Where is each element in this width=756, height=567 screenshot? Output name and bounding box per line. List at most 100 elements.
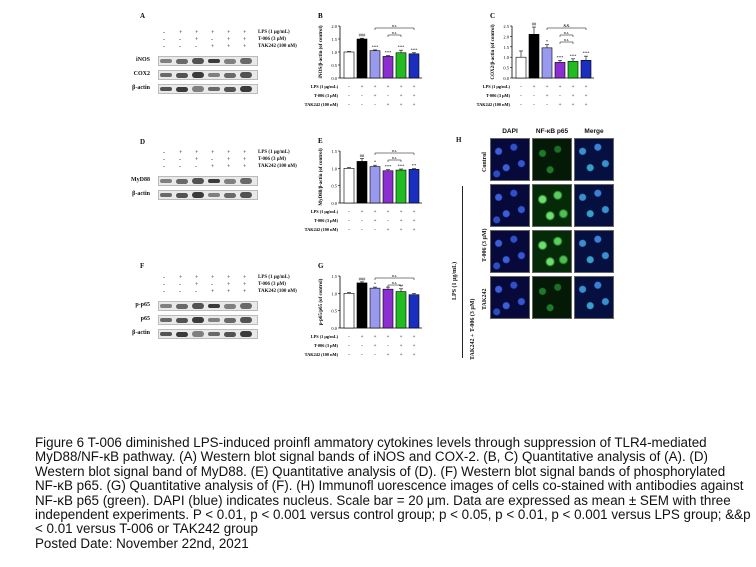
blot-a-sign-r2-l1: - — [179, 44, 181, 50]
blot-f-band-2-0 — [160, 332, 172, 336]
chart-e-treatment-label-0: LPS (1 μg/mL) — [311, 209, 339, 214]
micrograph-dapi-row0 — [490, 138, 530, 181]
chart-e-sign-0-2: + — [374, 210, 377, 215]
chart-g-sign-0-4: + — [400, 335, 403, 340]
micrograph-merge-row0 — [574, 138, 614, 181]
chart-b-sign-0-4: + — [400, 85, 403, 90]
col-header-dapi: DAPI — [502, 128, 518, 135]
blot-f-band-1-3 — [208, 318, 220, 322]
chart-b: B 0.0 0.5 1.0 1.5 2.0 iNOS/β-actin (of control… — [305, 12, 422, 108]
blot-d-sign-r1-l2: + — [195, 157, 199, 163]
blot-d-band-0-3 — [208, 179, 220, 183]
chart-g-sig-1: ### — [359, 276, 367, 281]
chart-e-bar-3 — [382, 170, 394, 204]
blot-d-treatment-label-0: LPS (1 μg/mL) — [258, 150, 290, 155]
chart-b-bar-0 — [343, 51, 355, 79]
blot-f-band-0-0 — [160, 304, 172, 308]
chart-c-ytick-label-0: 0.0 — [503, 76, 509, 81]
blot-f-blot-label-0: p-p65 — [135, 302, 150, 308]
chart-c-sign-2-1: - — [533, 103, 535, 108]
blot-a-sign-r1-l2: + — [195, 37, 199, 43]
blot-a-sign-r2-l4: + — [227, 44, 231, 50]
blot-f-sign-r0-l4: + — [227, 275, 231, 281]
chart-e-sign-1-3: - — [387, 219, 389, 224]
chart-e-sig-2: * — [374, 160, 377, 165]
blot-a-blot-label-1: COX2 — [133, 71, 150, 77]
micrograph-nfkb-row2 — [532, 230, 572, 273]
chart-c-sign-1-2: + — [546, 94, 549, 99]
chart-e-sign-1-1: - — [361, 219, 363, 224]
blot-f-sign-r0-l2: + — [195, 275, 199, 281]
chart-g-bar-2 — [369, 287, 381, 329]
chart-g-bracket-label-0: n.s. — [392, 273, 398, 278]
chart-g-sign-0-1: + — [361, 335, 364, 340]
chart-e-bar-2 — [369, 166, 381, 204]
chart-b-sign-0-2: + — [374, 85, 377, 90]
chart-e-sig-3: *** — [385, 164, 393, 169]
blot-d-band-0-4 — [224, 178, 236, 184]
chart-g-treatment-label-2: TAK242 (100 nM) — [305, 352, 339, 357]
blot-d-sign-r2-l2: - — [195, 164, 197, 170]
blot-d-sign-r1-l4: + — [227, 157, 231, 163]
chart-e-bracket-label-0: n.s. — [392, 148, 398, 153]
chart-b-sign-2-2: - — [374, 103, 376, 108]
blot-d-treatment-label-2: TAK242 (100 nM) — [258, 164, 297, 169]
chart-b-bracket-0 — [374, 27, 415, 30]
blot-a-band-2-4 — [224, 86, 236, 92]
chart-e-ytick-label-1: 0.5 — [331, 184, 337, 189]
chart-e-panel-letter: E — [318, 137, 323, 145]
blot-a-band-1-0 — [160, 73, 172, 77]
blot-a-band-1-2 — [192, 72, 204, 78]
blot-f-sign-r2-l5: + — [243, 289, 247, 295]
chart-e-sig-1: ## — [360, 153, 365, 158]
blot-d-band-1-4 — [224, 192, 236, 198]
blot-f-band-2-3 — [208, 332, 220, 336]
chart-c-sign-2-4: + — [572, 103, 575, 108]
chart-c-sign-2-5: + — [585, 103, 588, 108]
chart-e-sign-2-5: + — [413, 228, 416, 233]
chart-e-sig-4: *** — [398, 164, 406, 169]
chart-c-sign-1-3: - — [559, 94, 561, 99]
chart-b-ytick-label-0: 0.0 — [331, 76, 337, 81]
chart-b-sign-1-1: - — [361, 94, 363, 99]
chart-b-sign-1-5: + — [413, 94, 416, 99]
blot-a-band-1-5 — [240, 72, 252, 78]
blot-d-sign-r0-l3: + — [211, 150, 215, 156]
chart-c-sign-1-4: + — [572, 94, 575, 99]
blot-a-blot-label-0: iNOS — [135, 57, 150, 63]
chart-b-sign-0-5: + — [413, 85, 416, 90]
micrograph-dapi-row1 — [490, 184, 530, 227]
chart-c-ytick-label-4: 2.0 — [503, 34, 509, 39]
lps-group-bracket — [462, 186, 463, 358]
blot-f-band-1-4 — [224, 317, 236, 323]
blot-a-band-0-4 — [224, 58, 236, 64]
panel-f-blot: - + + + + + LPS (1 μg/mL) - - + - + + T-006 (3 μM) - - -… — [120, 275, 297, 345]
blot-d-band-1-5 — [240, 192, 252, 198]
chart-c-ytick-label-2: 1.0 — [503, 55, 509, 60]
chart-c-bracket-label-1: n.s. — [564, 30, 570, 35]
micrograph-nfkb-row3 — [532, 276, 572, 319]
chart-e-bar-5 — [408, 169, 420, 204]
panel-f-letter: F — [140, 262, 145, 270]
chart-g-bar-3 — [382, 288, 394, 329]
chart-e-bracket-label-1: n.s. — [392, 155, 398, 160]
chart-g-bracket-1 — [387, 284, 402, 287]
chart-b-sign-0-1: + — [361, 85, 364, 90]
chart-g-sign-2-5: + — [413, 353, 416, 358]
blot-f-treatment-label-1: T-006 (3 μM) — [258, 282, 286, 287]
blot-f-band-2-1 — [176, 331, 188, 337]
blot-a-band-1-1 — [176, 72, 188, 78]
blot-f-sign-r1-l2: + — [195, 282, 199, 288]
chart-b-bracket-label-1: n.s. — [392, 30, 398, 35]
chart-c-bar-0 — [515, 56, 527, 79]
chart-c-bar-4 — [567, 61, 579, 79]
blot-a-sign-r1-l1: - — [179, 37, 181, 43]
row-label-t006: T-006 (3 μM) — [482, 228, 488, 262]
chart-e-sign-1-2: + — [374, 219, 377, 224]
chart-c-sig-4: *** — [570, 53, 578, 58]
chart-c-sign-0-4: + — [572, 85, 575, 90]
chart-g-sign-2-2: - — [374, 353, 376, 358]
chart-e-sign-0-1: + — [361, 210, 364, 215]
blot-f-sign-r0-l0: - — [163, 275, 165, 281]
chart-g-sign-1-2: + — [374, 344, 377, 349]
